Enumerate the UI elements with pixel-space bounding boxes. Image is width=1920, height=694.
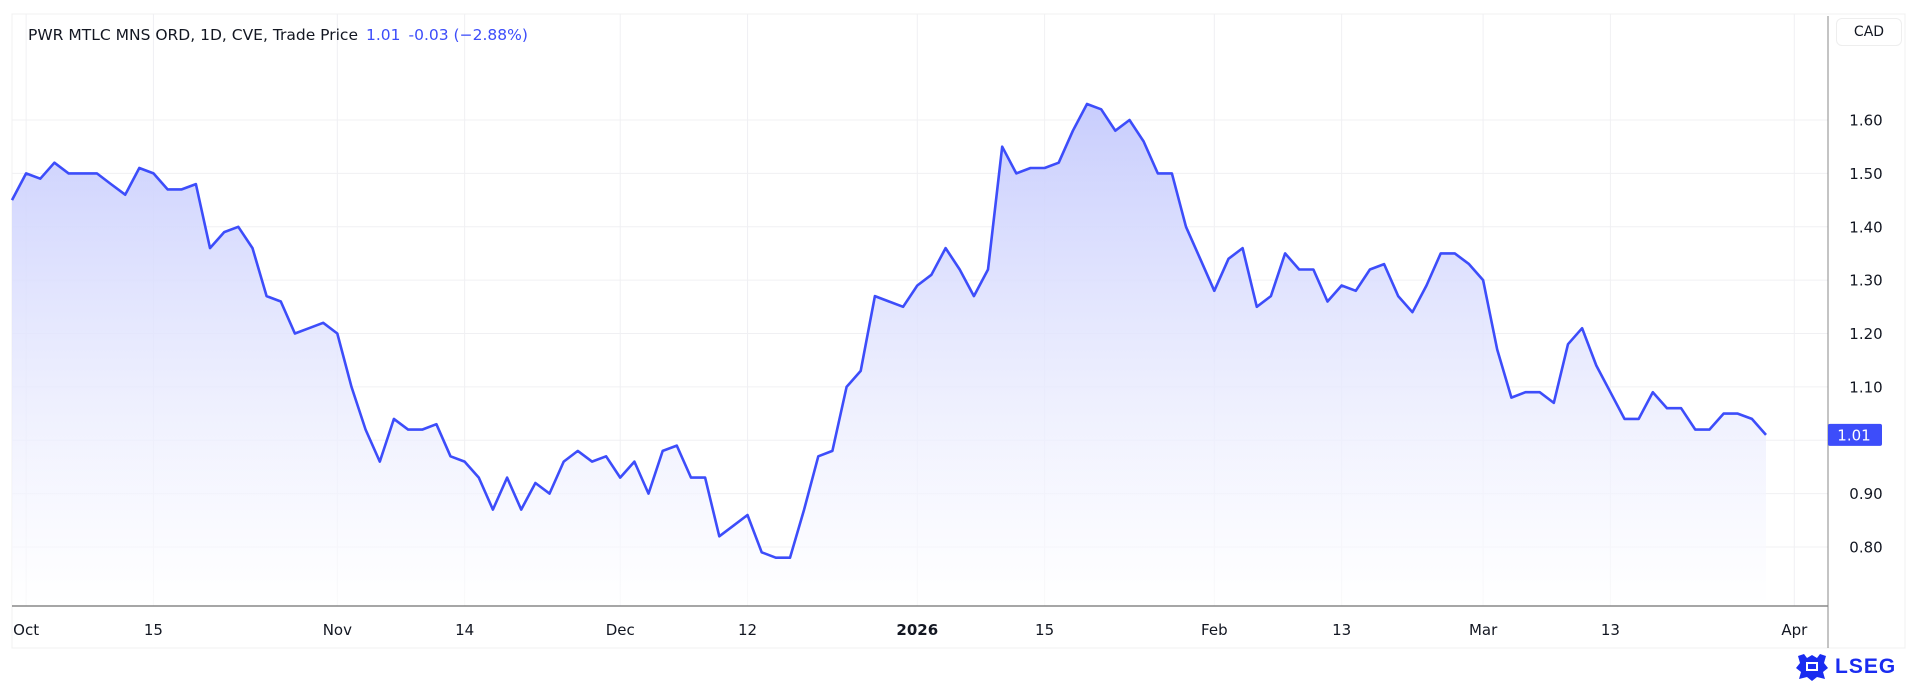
x-tick-label: 2026 — [896, 621, 938, 639]
y-tick-label: 0.80 — [1849, 539, 1882, 557]
y-tick-label: 1.30 — [1849, 272, 1882, 290]
x-tick-label: Nov — [323, 621, 352, 639]
x-tick-label: 12 — [738, 621, 757, 639]
x-tick-label: 15 — [1035, 621, 1054, 639]
x-tick-label: 13 — [1601, 621, 1620, 639]
x-tick-label: Apr — [1781, 621, 1808, 639]
price-area-fill — [12, 104, 1766, 606]
x-tick-label: 14 — [455, 621, 474, 639]
y-tick-label: 0.90 — [1849, 485, 1882, 503]
lseg-lion-icon — [1796, 654, 1828, 681]
logo-text: LSEG — [1835, 655, 1897, 678]
chart-legend: PWR MTLC MNS ORD, 1D, CVE, Trade Price 1.… — [28, 26, 528, 44]
legend-change: -0.03 (−2.88%) — [408, 26, 528, 44]
y-tick-label: 1.10 — [1849, 378, 1882, 396]
x-tick-label: Dec — [606, 621, 635, 639]
y-tick-label: 1.60 — [1849, 112, 1882, 130]
x-tick-label: 13 — [1332, 621, 1351, 639]
last-price-label: 1.01 — [1837, 426, 1870, 444]
y-tick-label: 1.20 — [1849, 325, 1882, 343]
x-tick-label: Mar — [1469, 621, 1498, 639]
legend-title: PWR MTLC MNS ORD, 1D, CVE, Trade Price — [28, 26, 358, 44]
y-tick-label: 1.40 — [1849, 218, 1882, 236]
y-tick-label: 1.50 — [1849, 165, 1882, 183]
last-price-badge — [1828, 423, 1882, 446]
x-tick-label: Feb — [1201, 621, 1228, 639]
x-tick-label: 15 — [144, 621, 163, 639]
lseg-logo: LSEG — [1795, 652, 1896, 682]
x-tick-label: Oct — [13, 621, 39, 639]
legend-last-price: 1.01 — [366, 26, 401, 44]
currency-button[interactable]: CAD — [1836, 18, 1902, 46]
